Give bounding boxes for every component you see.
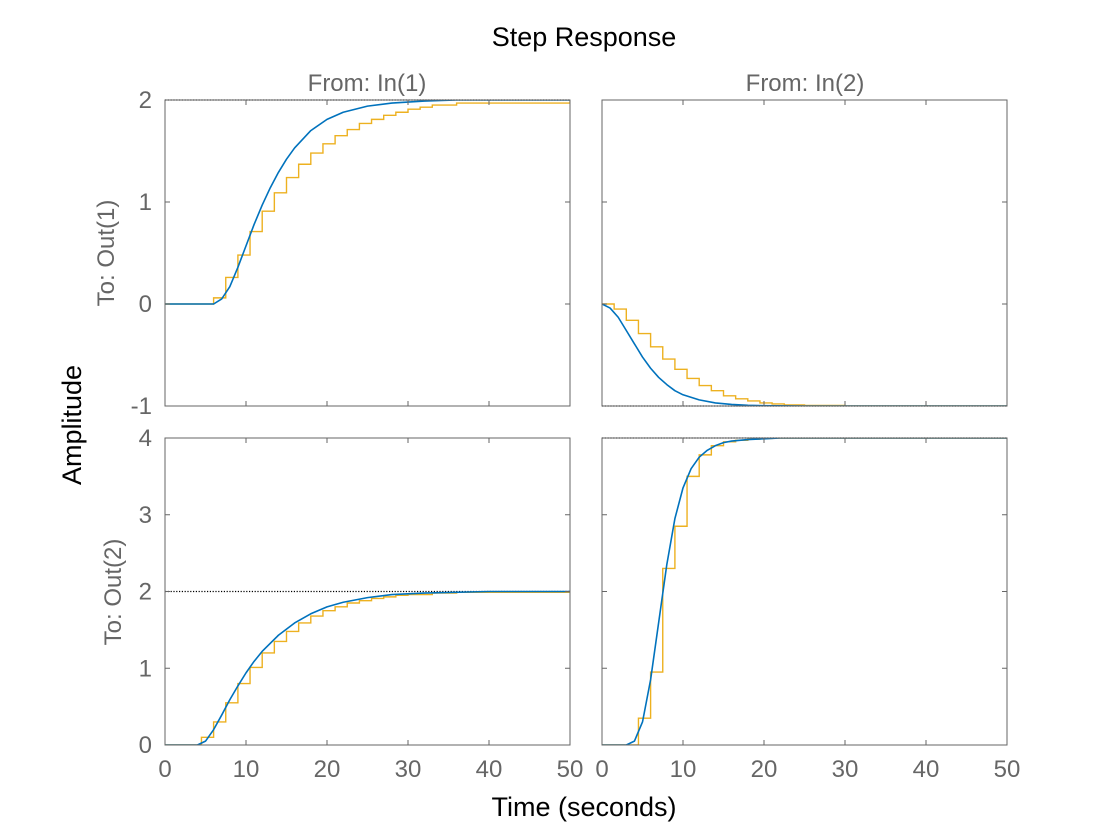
y-tick-label: 0 — [139, 291, 152, 318]
y-axis-label: Amplitude — [57, 365, 87, 485]
x-tick-label: 0 — [595, 756, 608, 783]
x-tick-label: 30 — [832, 756, 859, 783]
x-tick-label: 50 — [557, 756, 584, 783]
y-tick-label: 3 — [139, 502, 152, 529]
x-tick-label: 50 — [994, 756, 1021, 783]
y-tick-label: 2 — [139, 579, 152, 606]
y-tick-label: 4 — [139, 425, 152, 452]
discrete-response-line — [165, 100, 570, 305]
continuous-response-line — [165, 100, 570, 305]
y-tick-label: 2 — [139, 87, 152, 114]
y-tick-label: -1 — [131, 393, 152, 420]
subplot-2-1: 0 10 20 30 40 50 0 1 2 3 4 — [139, 425, 584, 783]
y-tick-label: 1 — [139, 189, 152, 216]
discrete-response-line — [602, 303, 1007, 406]
discrete-response-line — [165, 591, 570, 745]
x-axis-label: Time (seconds) — [491, 792, 676, 822]
x-tick-label: 30 — [395, 756, 422, 783]
column-label-in1: From: In(1) — [308, 70, 427, 97]
axes-box — [601, 99, 1008, 407]
chart-title: Step Response — [492, 22, 677, 52]
row-label-out2: To: Out(2) — [100, 539, 127, 646]
column-label-in2: From: In(2) — [746, 70, 865, 97]
y-tick-label: 0 — [139, 732, 152, 759]
x-tick-label: 20 — [751, 756, 778, 783]
axes-box — [164, 99, 571, 407]
y-tick-label: 1 — [139, 655, 152, 682]
x-tick-label: 10 — [233, 756, 260, 783]
subplot-1-2 — [601, 99, 1008, 407]
x-tick-label: 0 — [158, 756, 171, 783]
x-tick-label: 20 — [314, 756, 341, 783]
x-tick-label: 40 — [913, 756, 940, 783]
x-tick-label: 10 — [670, 756, 697, 783]
subplot-2-2: 0 10 20 30 40 50 — [595, 437, 1021, 783]
x-tick-label: 40 — [476, 756, 503, 783]
row-label-out1: To: Out(1) — [93, 200, 120, 307]
continuous-response-line — [165, 590, 570, 745]
subplot-1-1: -1 0 1 2 — [131, 87, 571, 420]
